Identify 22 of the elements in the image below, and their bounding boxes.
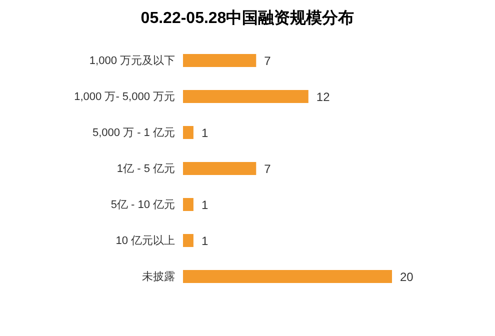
data-label: 20 [400, 270, 414, 284]
bar [183, 90, 308, 103]
data-label: 12 [316, 90, 330, 104]
data-label: 1 [201, 126, 208, 140]
y-tick-label: 5亿 - 10 亿元 [110, 198, 175, 211]
y-tick-label: 5,000 万 - 1 亿元 [92, 126, 175, 139]
data-label: 1 [201, 198, 208, 212]
bar [183, 198, 194, 211]
y-tick-label: 10 亿元以上 [116, 234, 175, 247]
bar [183, 270, 392, 283]
bar [183, 234, 194, 247]
data-label: 7 [264, 162, 272, 176]
y-tick-label: 1,000 万元及以下 [89, 54, 175, 67]
bar [183, 126, 194, 139]
bar [183, 162, 256, 175]
bar [183, 54, 256, 67]
data-label: 1 [201, 234, 208, 248]
y-tick-label: 未披露 [142, 270, 175, 283]
y-tick-label: 1,000 万- 5,000 万元 [74, 90, 175, 103]
y-tick-label: 1亿 - 5 亿元 [116, 162, 175, 175]
data-label: 7 [264, 54, 272, 68]
chart-title: 05.22-05.28中国融资规模分布 [140, 8, 356, 29]
